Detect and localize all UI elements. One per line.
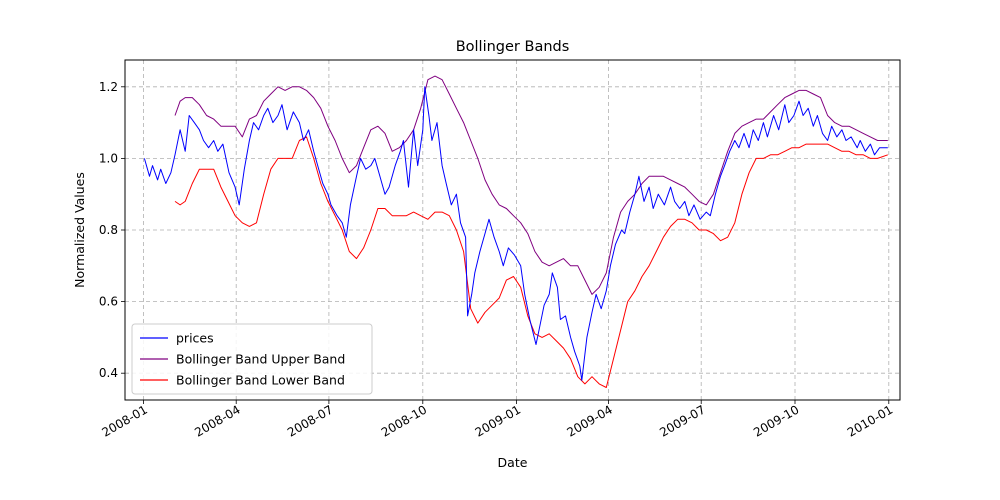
series-line-2: [174, 136, 888, 388]
y-tick-label: 1.0: [99, 151, 118, 165]
series-line-0: [143, 86, 888, 381]
series-layer: [143, 75, 888, 388]
chart-title: Bollinger Bands: [456, 39, 570, 55]
y-tick-label: 0.6: [99, 295, 118, 309]
x-axis-label: Date: [498, 455, 528, 470]
grid-lines: [125, 60, 900, 400]
y-axis-label: Normalized Values: [72, 172, 87, 288]
legend-label-0: prices: [176, 331, 214, 346]
legend-label-1: Bollinger Band Upper Band: [176, 352, 345, 367]
legend-label-2: Bollinger Band Lower Band: [176, 373, 345, 388]
legend-box: [131, 323, 373, 395]
y-tick-label: 0.4: [99, 366, 118, 380]
y-tick-label: 1.2: [99, 80, 118, 94]
series-line-1: [174, 75, 888, 295]
y-tick-label: 0.8: [99, 223, 118, 237]
legend: prices Bollinger Band Upper Band Bollinger…: [131, 323, 373, 395]
